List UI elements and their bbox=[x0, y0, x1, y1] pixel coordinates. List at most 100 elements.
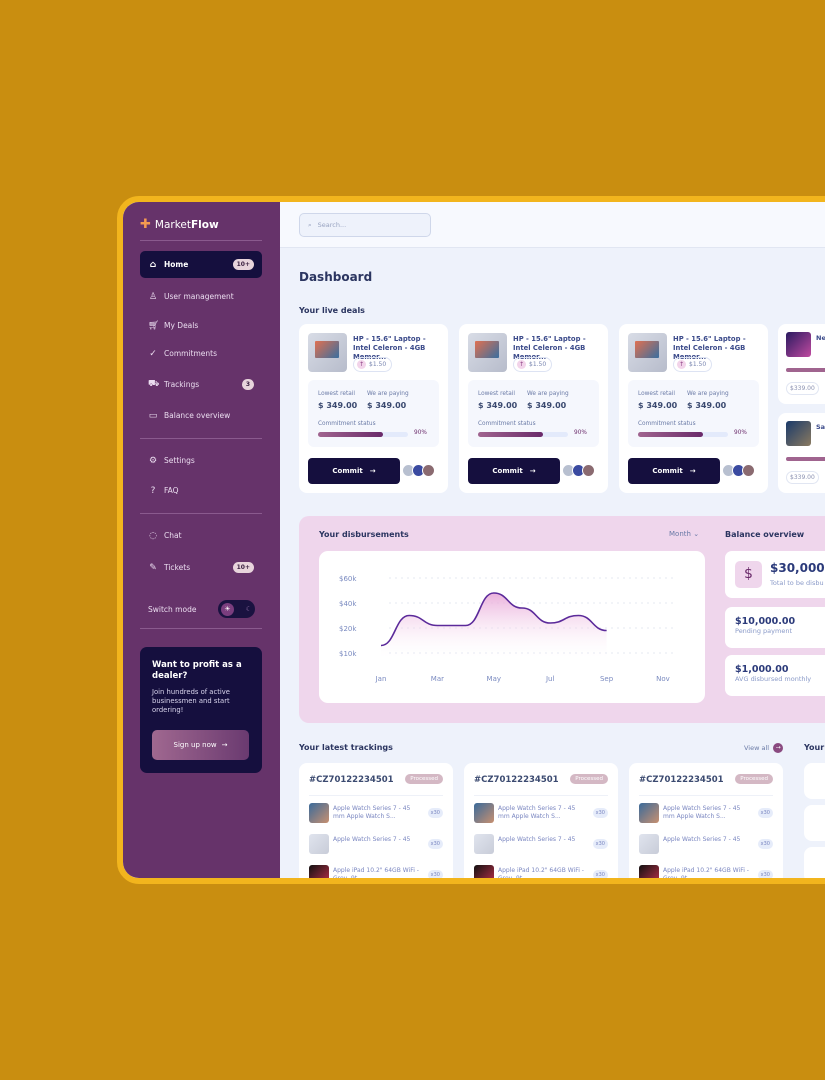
product-image bbox=[468, 333, 507, 372]
sidebar-item-my-deals[interactable]: 🛒︎ My Deals bbox=[148, 320, 199, 331]
commit-button[interactable]: Commit → bbox=[468, 458, 560, 484]
product-image bbox=[474, 834, 494, 854]
tracking-item: Apple Watch Series 7 - 45 mm Apple Watch… bbox=[474, 803, 608, 825]
list-item[interactable] bbox=[804, 763, 825, 799]
sidebar-item-faq[interactable]: ? FAQ bbox=[140, 477, 262, 504]
quantity-badge: x30 bbox=[427, 808, 443, 818]
mini-deal-card[interactable]: Ne $339.00 bbox=[778, 324, 825, 404]
cart-icon: 🛒︎ bbox=[148, 320, 160, 331]
user-icon: ♙ bbox=[148, 291, 158, 302]
x-tick-label: Mar bbox=[431, 675, 444, 683]
live-deals-title: Your live deals bbox=[299, 306, 365, 315]
avatar-group bbox=[562, 464, 595, 477]
chart-svg: $60k $40k $20k $10k Jan Mar May Jul Sep Nov bbox=[339, 575, 674, 683]
product-image bbox=[308, 333, 347, 372]
logo[interactable]: ✚ Market Flow bbox=[140, 217, 219, 232]
divider bbox=[140, 438, 262, 439]
tracking-item: Apple iPad 10.2" 64GB WiFi - Grey, 9t x30 bbox=[309, 865, 443, 878]
promo-title: Want to profit as a dealer? bbox=[152, 660, 242, 681]
status-badge: Processed bbox=[405, 774, 443, 784]
sidebar-item-commitments[interactable]: ✓ Commitments bbox=[149, 348, 217, 359]
sidebar-item-chat[interactable]: ◌ Chat bbox=[149, 530, 182, 541]
count-badge: 10+ bbox=[232, 562, 254, 573]
arrow-right-circle-icon: → bbox=[773, 743, 784, 753]
quantity-badge: x30 bbox=[592, 808, 608, 818]
disbursements-panel: Your disbursements Month ⌄ $60k $40k $20k $… bbox=[299, 516, 825, 723]
page-title: Dashboard bbox=[299, 270, 373, 284]
quantity-badge: x30 bbox=[757, 839, 773, 849]
deal-details: Lowest retail We are paying $ 349.00 $ 349… bbox=[628, 380, 759, 447]
avatar-group bbox=[402, 464, 435, 477]
chat-icon: ◌ bbox=[149, 530, 157, 541]
commit-button[interactable]: Commit → bbox=[628, 458, 720, 484]
sidebar-item-tickets[interactable]: ✎ Tickets 10+ bbox=[140, 554, 262, 581]
sign-up-button[interactable]: Sign up now → bbox=[152, 730, 249, 760]
app-window: ✚ Market Flow ⌂ Home 10+ ♙ User management 🛒︎ My… bbox=[117, 196, 825, 884]
quantity-badge: x30 bbox=[757, 870, 773, 878]
x-tick-label: Jul bbox=[545, 675, 555, 683]
theme-toggle[interactable]: ☀ ☾ bbox=[218, 600, 255, 618]
disbursements-chart: $60k $40k $20k $10k Jan Mar May Jul Sep Nov bbox=[319, 551, 705, 703]
count-badge: 3 bbox=[241, 379, 254, 390]
commitment-progress bbox=[638, 432, 728, 437]
period-select[interactable]: Month ⌄ bbox=[669, 530, 700, 538]
sidebar-item-home[interactable]: ⌂ Home 10+ bbox=[140, 251, 262, 278]
arrow-up-icon: ↑ bbox=[677, 360, 686, 369]
tracking-item: Apple Watch Series 7 - 45 x30 bbox=[639, 834, 773, 856]
sidebar-item-balance-overview[interactable]: ▭ Balance overview bbox=[148, 410, 231, 421]
sun-icon: ☀ bbox=[221, 602, 234, 616]
chevron-down-icon: ⌄ bbox=[693, 530, 700, 538]
tracking-card[interactable]: #CZ70122234501 Processed Apple Watch Serie… bbox=[629, 763, 783, 878]
tracking-card[interactable]: #CZ70122234501 Processed Apple Watch Serie… bbox=[464, 763, 618, 878]
status-badge: Processed bbox=[570, 774, 608, 784]
edit-icon: ✎ bbox=[149, 562, 157, 573]
y-tick-label: $10k bbox=[339, 650, 357, 658]
search-input[interactable]: ⌕ Search... bbox=[299, 213, 431, 237]
deal-card: HP - 15.6" Laptop - Intel Celeron - 4GB … bbox=[459, 324, 608, 493]
quantity-badge: x30 bbox=[427, 870, 443, 878]
product-image bbox=[309, 834, 329, 854]
product-image bbox=[474, 865, 494, 878]
product-image bbox=[309, 865, 329, 878]
trackings-title: Your latest trackings bbox=[299, 743, 393, 752]
main-content: Dashboard Your live deals HP - 15.6" Lap… bbox=[280, 248, 825, 878]
list-item[interactable] bbox=[804, 805, 825, 841]
gear-icon: ⚙ bbox=[148, 455, 158, 466]
balance-total-card: $ $30,000. Total to be disbu bbox=[725, 551, 825, 598]
sidebar-item-settings[interactable]: ⚙ Settings bbox=[148, 455, 195, 466]
avg-card: $1,000.00 AVG disbursed monthly bbox=[725, 655, 825, 696]
home-icon: ⌂ bbox=[149, 259, 157, 270]
divider bbox=[140, 513, 262, 514]
status-badge: Processed bbox=[735, 774, 773, 784]
moon-icon: ☾ bbox=[245, 605, 252, 613]
bonus-pill: ↑ $1.50 bbox=[353, 357, 393, 372]
view-all-link[interactable]: View all → bbox=[744, 743, 784, 753]
mini-deal-card[interactable]: Sa $339.00 bbox=[778, 413, 825, 493]
sidebar-item-user-management[interactable]: ♙ User management bbox=[148, 291, 234, 302]
arrow-up-icon: ↑ bbox=[357, 360, 366, 369]
x-tick-label: May bbox=[487, 675, 501, 683]
search-icon: ⌕ bbox=[308, 220, 312, 229]
price-pill: $339.00 bbox=[786, 471, 819, 484]
disbursements-title: Your disbursements bbox=[319, 530, 409, 539]
product-image bbox=[639, 834, 659, 854]
switch-mode-label: Switch mode bbox=[148, 605, 197, 614]
balance-title: Balance overview bbox=[725, 530, 805, 539]
deal-card: HP - 15.6" Laptop - Intel Celeron - 4GB … bbox=[299, 324, 448, 493]
product-image bbox=[786, 332, 811, 357]
product-image bbox=[474, 803, 494, 823]
tracking-card[interactable]: #CZ70122234501 Processed Apple Watch Serie… bbox=[299, 763, 453, 878]
quantity-badge: x30 bbox=[757, 808, 773, 818]
commit-button[interactable]: Commit → bbox=[308, 458, 400, 484]
count-badge: 10+ bbox=[232, 259, 254, 270]
sidebar-item-trackings[interactable]: ⛟ Trackings 3 bbox=[140, 371, 262, 398]
deal-details: Lowest retail We are paying $ 349.00 $ 349… bbox=[308, 380, 439, 447]
avatar bbox=[582, 464, 595, 477]
list-item[interactable] bbox=[804, 847, 825, 878]
commitment-progress bbox=[478, 432, 568, 437]
x-tick-label: Nov bbox=[656, 675, 670, 683]
deal-card: HP - 15.6" Laptop - Intel Celeron - 4GB … bbox=[619, 324, 768, 493]
truck-icon: ⛟ bbox=[148, 379, 160, 389]
tracking-item: Apple iPad 10.2" 64GB WiFi - Grey, 9t x30 bbox=[639, 865, 773, 878]
progress-bar bbox=[786, 457, 825, 461]
